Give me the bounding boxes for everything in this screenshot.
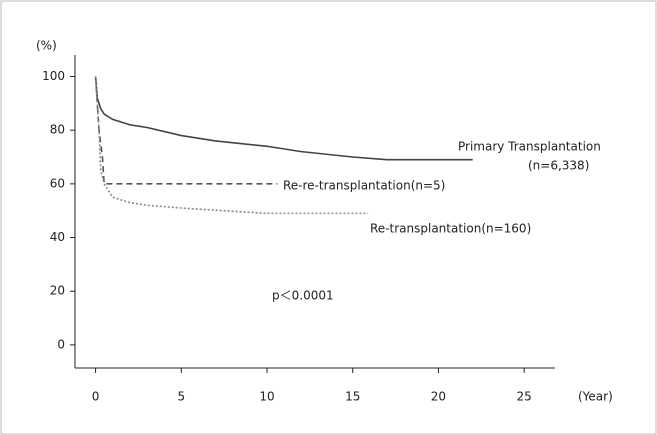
x-tick-label: 0 [92, 390, 100, 404]
y-tick-label: 60 [50, 176, 65, 190]
annotation: (n=6,338) [528, 159, 589, 173]
x-tick-label: 15 [345, 390, 360, 404]
survival-curve [94, 76, 369, 215]
y-tick-label: 100 [42, 69, 65, 83]
y-tick-label: 20 [50, 284, 65, 298]
x-tick-label: 10 [259, 390, 274, 404]
y-axis-label: (%) [36, 39, 57, 53]
series-label: Re-re-transplantation(n=5) [283, 179, 445, 193]
y-tick-label: 0 [57, 337, 65, 351]
x-axis-label: (Year) [578, 390, 613, 404]
y-tick-label: 40 [50, 230, 65, 244]
survival-curve [94, 76, 473, 161]
y-tick-label: 80 [50, 123, 65, 137]
series-label: Re-transplantation(n=160) [370, 222, 531, 236]
x-tick-label: 5 [177, 390, 185, 404]
x-tick-label: 20 [431, 390, 446, 404]
x-tick-label: 25 [517, 390, 532, 404]
series-label: Primary Transplantation [458, 140, 601, 154]
annotation: p＜0.0001 [272, 289, 334, 303]
survival-curve [94, 76, 278, 185]
